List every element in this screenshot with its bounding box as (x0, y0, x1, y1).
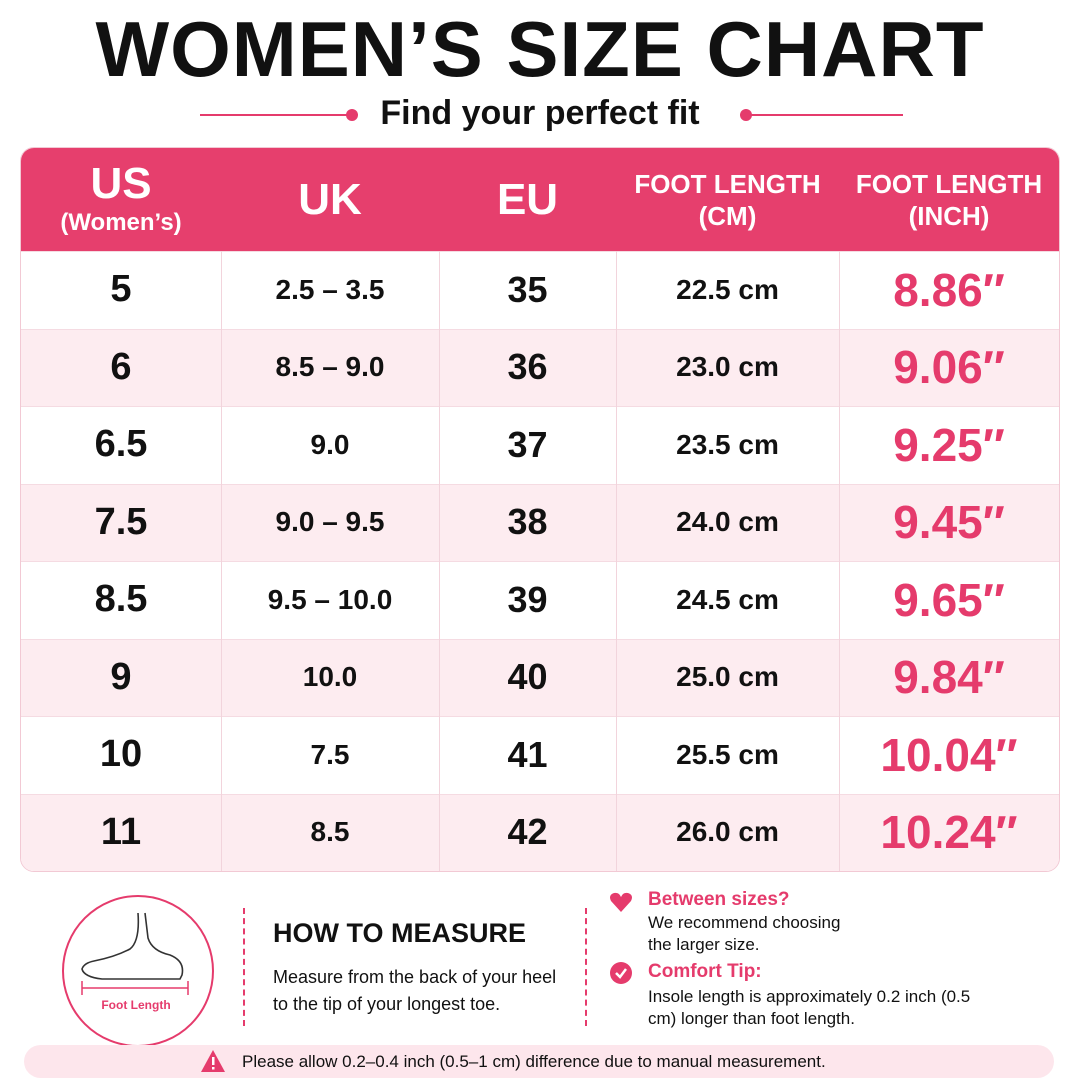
separator (585, 908, 587, 1026)
note-bar (24, 1045, 1054, 1078)
table-cell: 9.65″ (839, 561, 1059, 639)
table-cell: 24.5 cm (616, 561, 840, 639)
table-cell: 9.25″ (839, 406, 1059, 484)
warning-icon (201, 1050, 225, 1072)
header-label: EU (496, 174, 559, 224)
tip-text: Insole length is approximately 0.2 inch … (648, 987, 971, 1028)
table-cell: 24.0 cm (616, 483, 840, 561)
table-cell: 7.5 (221, 716, 440, 794)
table-cell: 10.0 (221, 638, 440, 716)
subtitle: Find your perfect fit (380, 94, 700, 132)
divider (748, 114, 903, 116)
divider-dot (740, 109, 752, 121)
table-cell: 25.0 cm (616, 638, 840, 716)
title: WOMEN’S SIZE CHART (95, 5, 985, 93)
table-cell: 22.5 cm (616, 251, 840, 329)
measure-title: HOW TO MEASURE (273, 918, 527, 948)
table-row (21, 716, 1059, 795)
header-sub: (INCH) (908, 200, 990, 231)
table-cell: 40 (439, 638, 617, 716)
table-cell: 11 (21, 793, 222, 871)
table-cell: 9.06″ (839, 329, 1059, 407)
table-cell: 38 (439, 483, 617, 561)
table-cell: 41 (439, 716, 617, 794)
table-row (21, 483, 1059, 562)
table-cell: 9.5 – 10.0 (221, 561, 440, 639)
table-cell: 9.45″ (839, 484, 1059, 562)
separator (243, 908, 245, 1026)
heart-icon (610, 892, 632, 912)
table-cell: 9.84″ (839, 639, 1059, 717)
table-cell: 9.0 – 9.5 (221, 483, 440, 561)
table-cell: 36 (439, 328, 617, 406)
foot-caption: Foot Length (101, 998, 170, 1012)
table-cell: 23.0 cm (616, 328, 840, 406)
table-cell: 39 (439, 561, 617, 639)
table-cell: 8.5 (21, 561, 222, 639)
table-row (21, 793, 1059, 871)
table-row (21, 561, 1059, 640)
table-cell: 37 (439, 406, 617, 484)
tip-text: We recommend choosing the larger size. (648, 913, 841, 954)
table-cell: 5 (21, 251, 222, 329)
table-row (21, 328, 1059, 407)
table-row (21, 638, 1059, 717)
header-label: US (90, 158, 152, 208)
tip-title: Between sizes? (648, 889, 790, 910)
column-header: FOOT LENGTH (CM) (616, 148, 840, 251)
table-cell: 6.5 (21, 406, 222, 484)
column-header: FOOT LENGTH (INCH) (839, 148, 1059, 251)
table-cell: 8.5 – 9.0 (221, 328, 440, 406)
size-table: US (Women’s) UK EU FOOT LENGTH (CM) FOOT LENGT… (20, 147, 1060, 872)
foot-icon: Foot Length (62, 895, 214, 1047)
header-label: FOOT LENGTH (634, 168, 821, 199)
check-icon (610, 962, 632, 984)
column-header: EU (439, 148, 617, 251)
table-cell: 8.5 (221, 793, 440, 871)
measure-text: Measure from the back of your heel to th… (273, 967, 557, 1014)
header-label: UK (298, 174, 362, 224)
table-cell: 42 (439, 793, 617, 871)
table-cell: 7.5 (21, 483, 222, 561)
tip-title: Comfort Tip: (648, 961, 762, 982)
table-row (21, 251, 1059, 330)
table-cell: 10 (21, 716, 222, 794)
header-sub: (CM) (698, 200, 757, 231)
divider (200, 114, 350, 116)
table-cell: 9.0 (221, 406, 440, 484)
table-cell: 6 (21, 328, 222, 406)
column-header: UK (221, 148, 440, 251)
table-cell: 25.5 cm (616, 716, 840, 794)
table-cell: 8.86″ (839, 251, 1059, 329)
table-cell: 35 (439, 251, 617, 329)
header-sub: (Women’s) (60, 208, 182, 236)
table-cell: 23.5 cm (616, 406, 840, 484)
table-cell: 2.5 – 3.5 (221, 251, 440, 329)
table-cell: 10.24″ (839, 794, 1059, 872)
table-row (21, 406, 1059, 485)
note: Please allow 0.2–0.4 inch (0.5–1 cm) dif… (242, 1052, 826, 1071)
divider-dot (346, 109, 358, 121)
table-cell: 26.0 cm (616, 793, 840, 871)
header-label: FOOT LENGTH (855, 168, 1043, 199)
table-cell: 9 (21, 638, 222, 716)
column-header: US (Women’s) (21, 148, 222, 251)
table-cell: 10.04″ (839, 716, 1059, 794)
